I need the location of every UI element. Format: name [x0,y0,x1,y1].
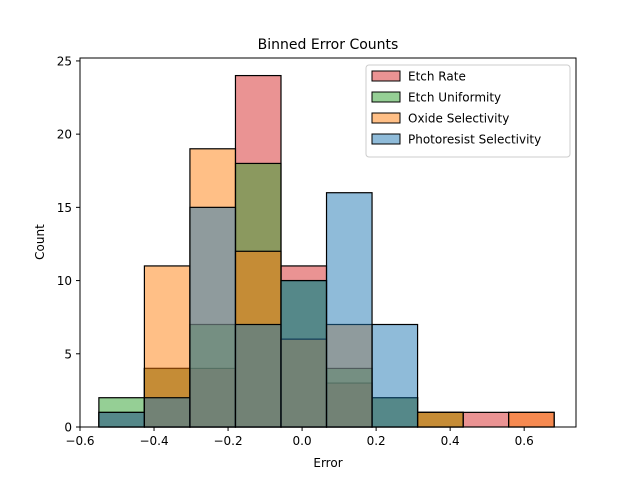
y-tick-label: 10 [57,274,72,288]
x-tick-label: −0.2 [213,434,242,448]
x-axis-label: Error [313,456,342,470]
legend-label-oxide-selectivity: Oxide Selectivity [408,112,509,126]
legend: Etch Rate Etch Uniformity Oxide Selectivit… [365,64,571,158]
legend-swatch-etch-uniformity [371,91,401,103]
legend-swatch-photoresist-selectivity [371,133,401,145]
x-tick-label: 0.0 [293,434,312,448]
bar-photoresist-selectivity-bin-5 [325,192,373,428]
y-tick-label: 5 [64,347,72,361]
y-tick-label: 0 [64,421,72,435]
bar-photoresist-selectivity-bin-6 [371,323,419,428]
bar-photoresist-selectivity-bin-2 [189,206,237,428]
x-tick-label: −0.4 [139,434,168,448]
y-tick-label: 15 [57,201,72,215]
bar-photoresist-selectivity-bin-1 [143,397,191,428]
y-axis: 0 5 10 15 20 25 [57,54,80,435]
x-tick-label: 0.6 [515,434,534,448]
bar-photoresist-selectivity-bin-3 [234,323,282,428]
bar-photoresist-selectivity-bin-0 [98,411,146,428]
x-tick-label: 0.4 [441,434,460,448]
x-tick-label: 0.2 [367,434,386,448]
chart-title: Binned Error Counts [258,37,399,53]
bars-layer [98,74,555,428]
bar-oxide-selectivity-bin-7 [416,411,464,428]
legend-box [365,64,571,158]
legend-label-etch-rate: Etch Rate [408,70,466,84]
plot-frame [79,57,577,428]
legend-label-etch-uniformity: Etch Uniformity [408,91,501,105]
legend-swatch-oxide-selectivity [371,112,401,124]
legend-label-photoresist-selectivity: Photoresist Selectivity [408,133,541,147]
bar-etch-rate-bin-8 [462,411,510,428]
y-axis-label: Count [33,224,47,260]
x-tick-label: −0.6 [65,434,94,448]
x-axis: −0.6 −0.4 −0.2 0.0 0.2 0.4 0.6 [65,427,534,448]
legend-swatch-etch-rate [371,70,401,82]
bar-oxide-selectivity-bin-9 [508,411,555,428]
y-tick-label: 20 [57,128,72,142]
bar-photoresist-selectivity-bin-4 [280,279,328,428]
y-tick-label: 25 [57,54,72,68]
